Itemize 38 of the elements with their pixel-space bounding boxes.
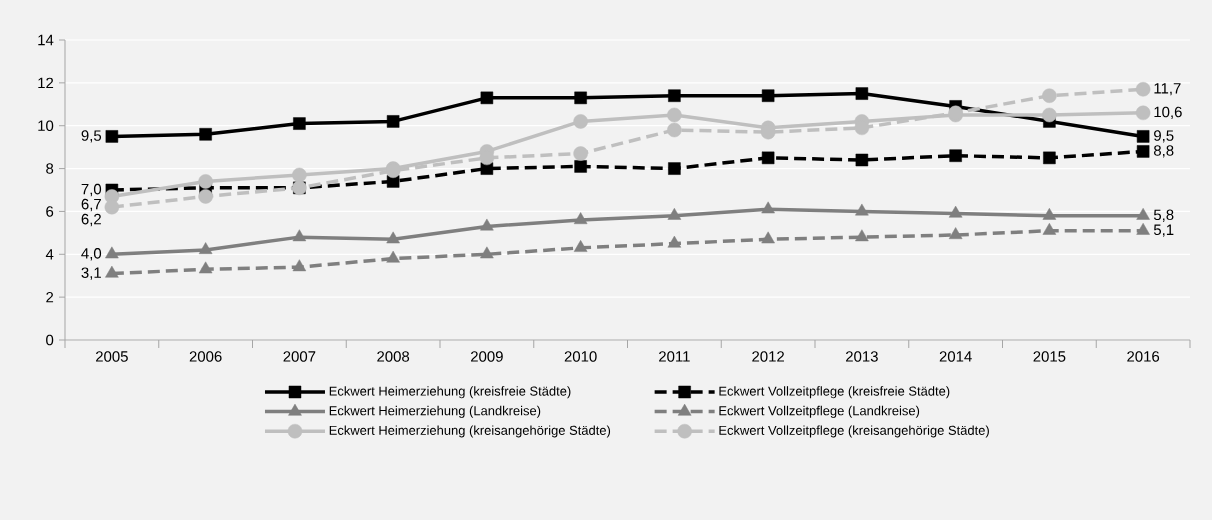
x-tick-label: 2005 <box>96 351 128 362</box>
y-tick-label: 0 <box>46 334 54 346</box>
data-label: 9,5 <box>1154 130 1174 143</box>
legend-label: Eckwert Heimerziehung (Landkreise) <box>329 405 541 418</box>
x-tick-label: 2010 <box>564 351 597 362</box>
x-tick-label: 2015 <box>1033 351 1066 362</box>
y-tick-label: 12 <box>38 77 54 89</box>
y-tick-label: 4 <box>45 249 54 260</box>
x-tick-label: 2013 <box>846 351 878 362</box>
legend-label: Eckwert Vollzeitpflege (kreisfreie Städte) <box>719 386 950 399</box>
y-tick-label: 14 <box>38 34 54 46</box>
legend-label: Eckwert Heimerziehung (kreisfreie Städte) <box>329 386 571 399</box>
legend-label: Eckwert Vollzeitpflege (Landkreise) <box>719 405 920 418</box>
y-tick-label: 10 <box>38 120 54 131</box>
legend-label: Eckwert Heimerziehung (kreisangehörige Städte) <box>329 425 611 438</box>
x-tick-label: 2006 <box>189 351 222 362</box>
data-label: 6,2 <box>81 213 101 227</box>
x-tick-label: 2016 <box>1127 351 1160 362</box>
x-tick-label: 2012 <box>752 351 784 362</box>
data-label: 5,1 <box>1153 224 1174 237</box>
legend-label: Eckwert Vollzeitpflege (kreisangehörige Städte) <box>719 425 989 438</box>
y-tick-label: 6 <box>46 206 54 217</box>
y-tick-label: 8 <box>46 163 54 174</box>
x-tick-label: 2007 <box>283 351 316 362</box>
x-tick-label: 2009 <box>471 351 503 362</box>
data-label: 9,5 <box>81 130 102 143</box>
data-label: 5,8 <box>1153 209 1174 222</box>
data-label: 4,0 <box>81 248 102 261</box>
data-label: 3,1 <box>81 267 101 280</box>
x-tick-label: 2008 <box>377 351 410 362</box>
x-tick-label: 2011 <box>659 351 690 362</box>
data-label: 10,6 <box>1154 106 1182 120</box>
data-label: 8,8 <box>1153 145 1174 158</box>
data-label: 11,7 <box>1154 83 1181 96</box>
y-tick-label: 2 <box>46 291 54 303</box>
data-label: 6,7 <box>81 198 101 212</box>
data-label: 7,0 <box>81 183 102 197</box>
x-tick-label: 2014 <box>939 351 972 362</box>
